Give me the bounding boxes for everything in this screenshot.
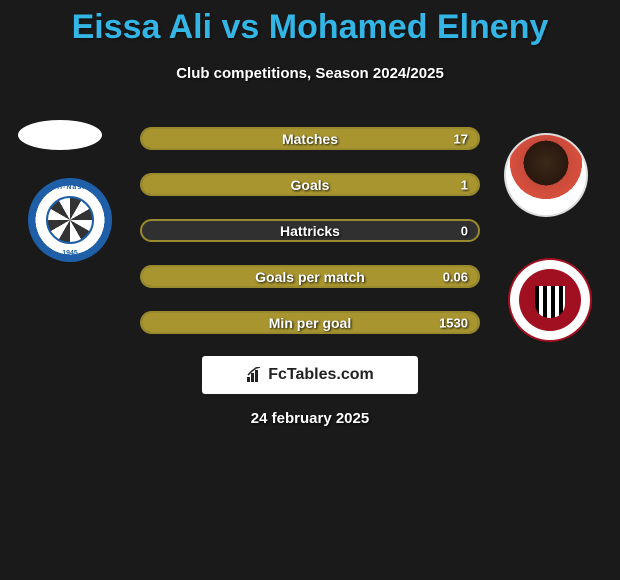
date-label: 24 february 2025 xyxy=(251,410,369,427)
player-right-avatar xyxy=(504,133,588,217)
shield-icon xyxy=(535,282,565,318)
stat-label: Matches xyxy=(282,131,338,147)
club-left-year: 1945 xyxy=(62,250,78,257)
club-right-inner xyxy=(519,269,581,331)
stat-value-right: 0 xyxy=(461,223,468,238)
stats-container: Matches 17 Goals 1 Hattricks 0 Goals per… xyxy=(140,127,480,357)
stat-value-right: 17 xyxy=(454,131,468,146)
player-left-avatar xyxy=(18,120,102,150)
stat-label: Goals xyxy=(291,177,330,193)
stat-label: Goals per match xyxy=(255,269,365,285)
club-right-badge xyxy=(508,258,592,342)
stat-row-mpg: Min per goal 1530 xyxy=(140,311,480,334)
club-left-badge: Al-Nasr 1945 xyxy=(28,178,112,262)
subtitle: Club competitions, Season 2024/2025 xyxy=(0,65,620,82)
stat-label: Hattricks xyxy=(280,223,340,239)
stat-row-goals: Goals 1 xyxy=(140,173,480,196)
club-left-name: Al-Nasr xyxy=(54,184,86,191)
stat-label: Min per goal xyxy=(269,315,351,331)
stat-value-right: 0.06 xyxy=(443,269,468,284)
stat-value-right: 1530 xyxy=(439,315,468,330)
stat-row-hattricks: Hattricks 0 xyxy=(140,219,480,242)
stat-value-right: 1 xyxy=(461,177,468,192)
page-title: Eissa Ali vs Mohamed Elneny xyxy=(0,0,620,47)
stat-row-matches: Matches 17 xyxy=(140,127,480,150)
watermark: FcTables.com xyxy=(202,356,418,394)
watermark-text: FcTables.com xyxy=(268,366,374,384)
stat-row-gpm: Goals per match 0.06 xyxy=(140,265,480,288)
chart-icon xyxy=(246,367,264,383)
soccer-ball-icon xyxy=(46,196,94,244)
